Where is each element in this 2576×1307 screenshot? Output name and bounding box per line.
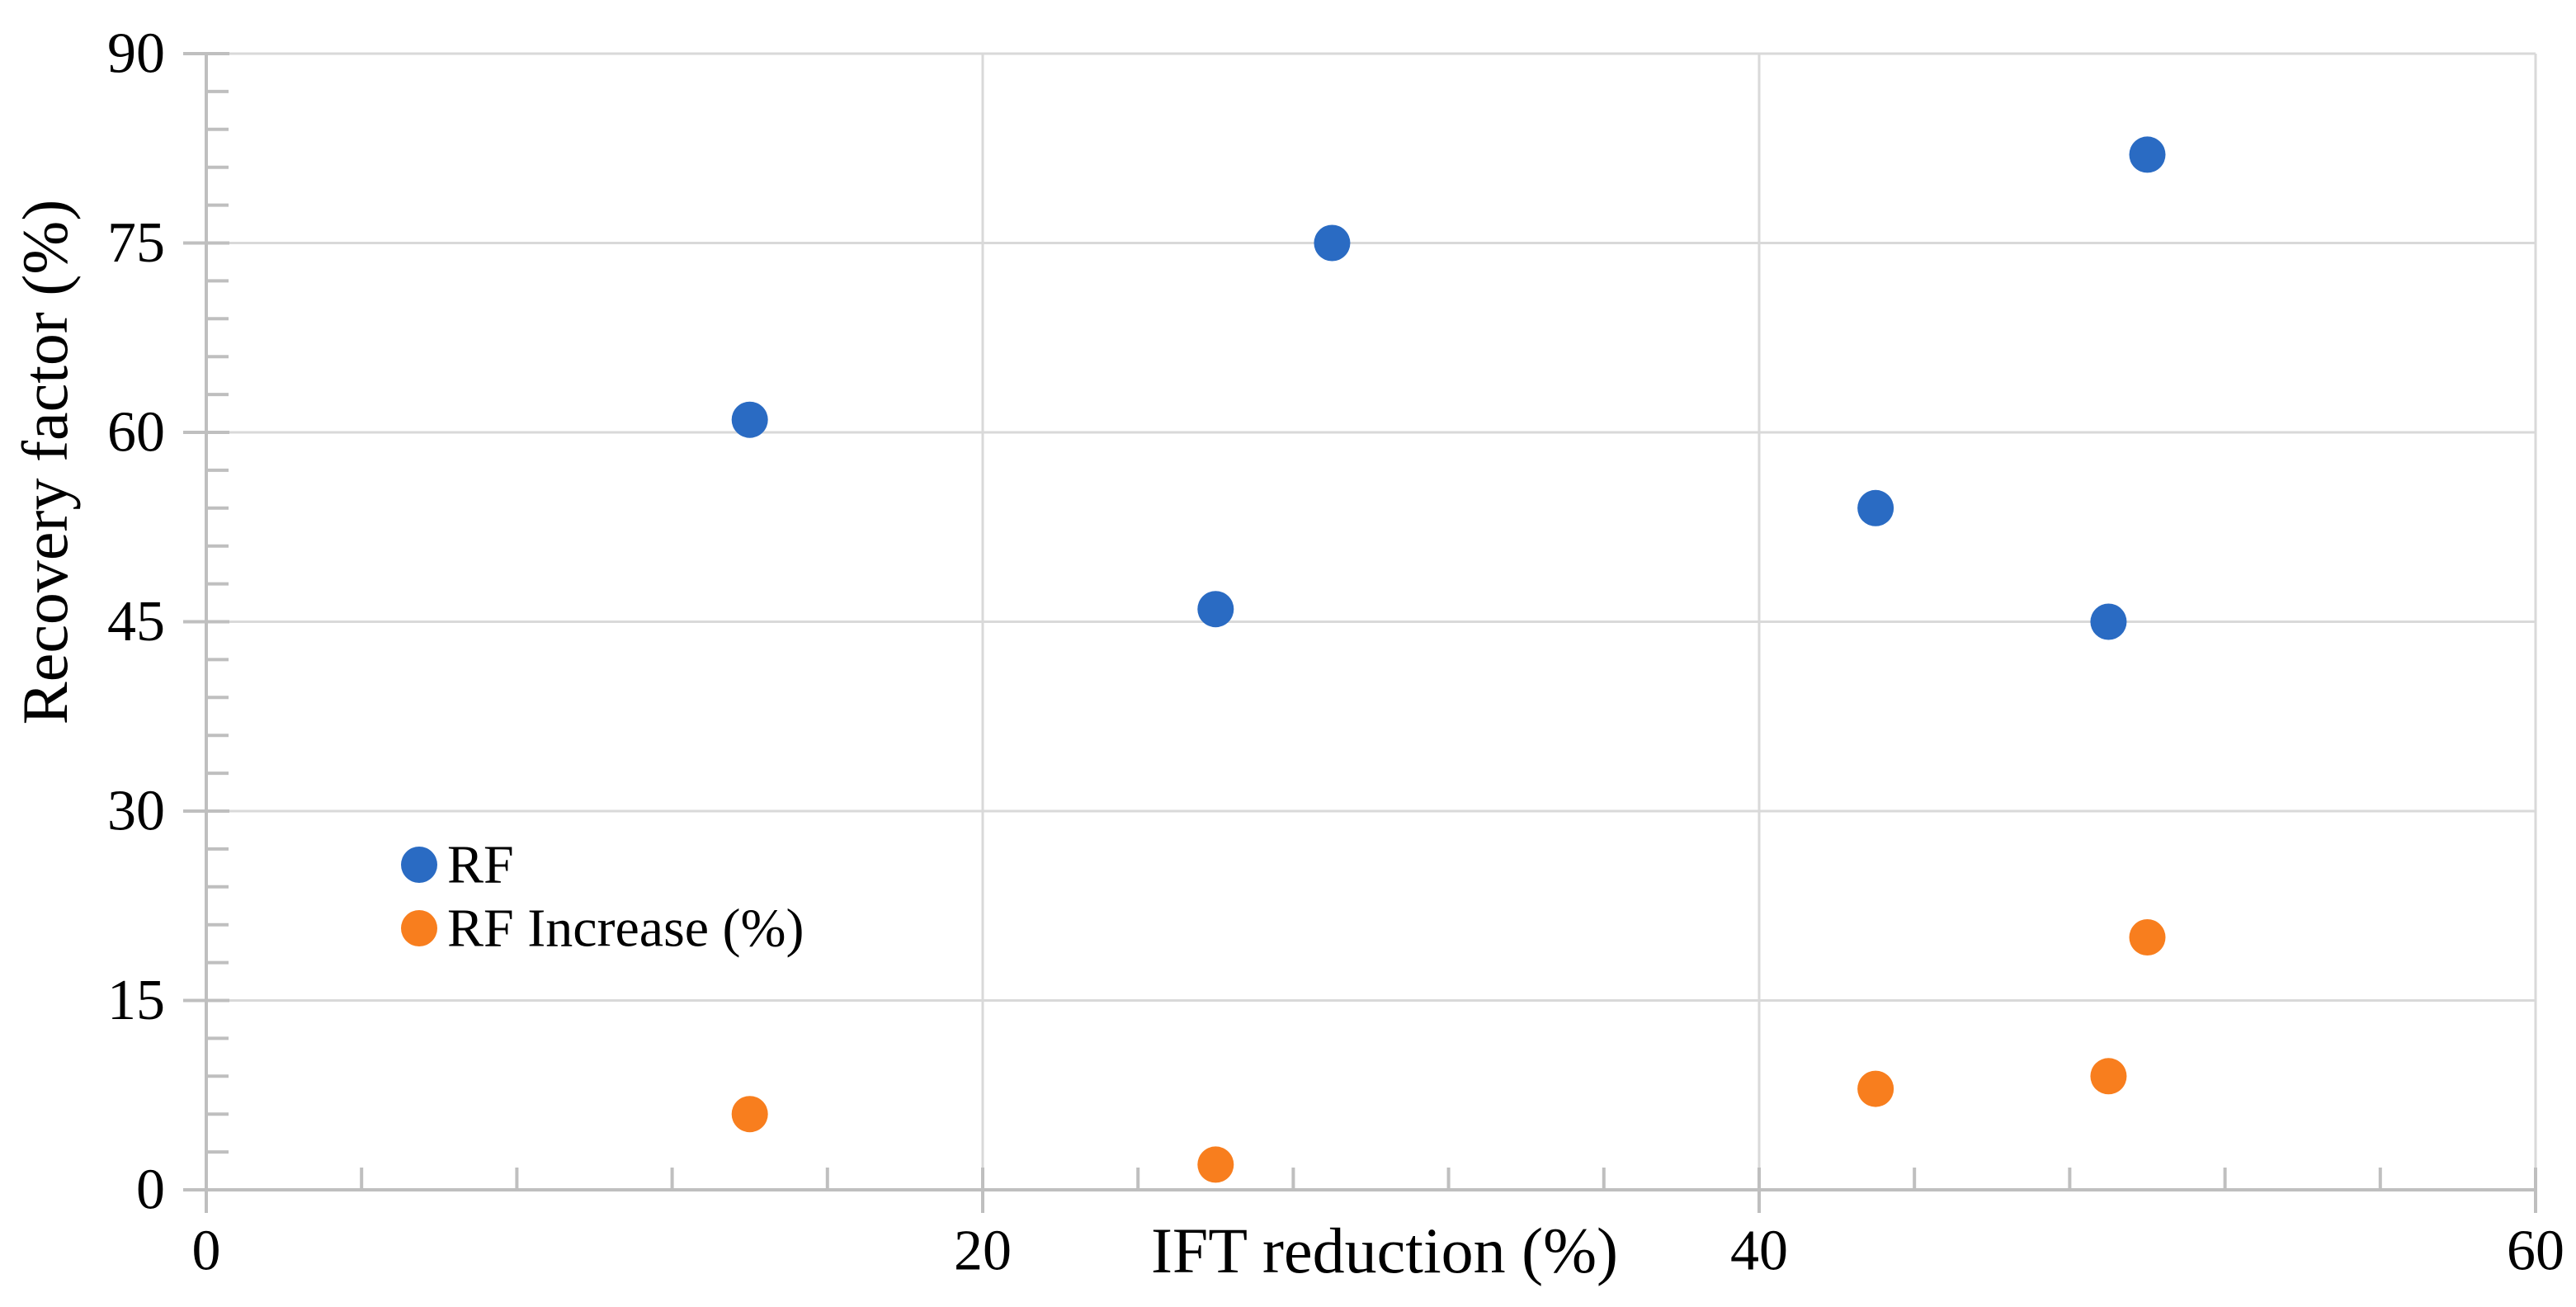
y-tick-label: 45 bbox=[107, 590, 165, 654]
data-point bbox=[1197, 591, 1234, 628]
legend-label: RF Increase (%) bbox=[447, 899, 804, 959]
y-tick-label: 75 bbox=[107, 211, 165, 275]
data-point bbox=[1857, 1070, 1894, 1107]
data-point bbox=[2129, 919, 2166, 955]
y-tick-label: 90 bbox=[107, 22, 165, 86]
y-tick-label: 15 bbox=[107, 969, 165, 1032]
data-point bbox=[2090, 1058, 2127, 1095]
data-point bbox=[2129, 136, 2166, 173]
x-tick-label: 0 bbox=[192, 1220, 221, 1283]
data-point bbox=[731, 401, 768, 438]
axes bbox=[205, 54, 2536, 1211]
legend-label: RF bbox=[447, 835, 514, 895]
y-tick-label: 30 bbox=[107, 780, 165, 843]
x-tick-label: 20 bbox=[954, 1220, 1012, 1283]
y-axis-title: Recovery factor (%) bbox=[9, 199, 81, 725]
gridlines bbox=[206, 52, 2537, 1190]
series-rf bbox=[731, 136, 2166, 640]
x-axis-title: IFT reduction (%) bbox=[1150, 1215, 1619, 1286]
legend-marker-icon bbox=[401, 910, 437, 946]
axis-ticks bbox=[183, 52, 2537, 1213]
data-point bbox=[2090, 603, 2127, 640]
data-point bbox=[1857, 489, 1894, 526]
y-tick-label: 60 bbox=[107, 401, 165, 465]
x-tick-label: 60 bbox=[2507, 1220, 2564, 1283]
tick-labels: 0 15 30 45 60 75 90 0 20 40 60 bbox=[107, 22, 2564, 1283]
x-tick-label: 40 bbox=[1730, 1220, 1788, 1283]
data-point bbox=[1314, 224, 1351, 262]
legend-marker-icon bbox=[401, 847, 437, 883]
y-tick-label: 0 bbox=[136, 1158, 165, 1222]
data-point bbox=[731, 1096, 768, 1133]
series-rf-increase bbox=[731, 919, 2166, 1183]
data-point bbox=[1197, 1146, 1234, 1183]
